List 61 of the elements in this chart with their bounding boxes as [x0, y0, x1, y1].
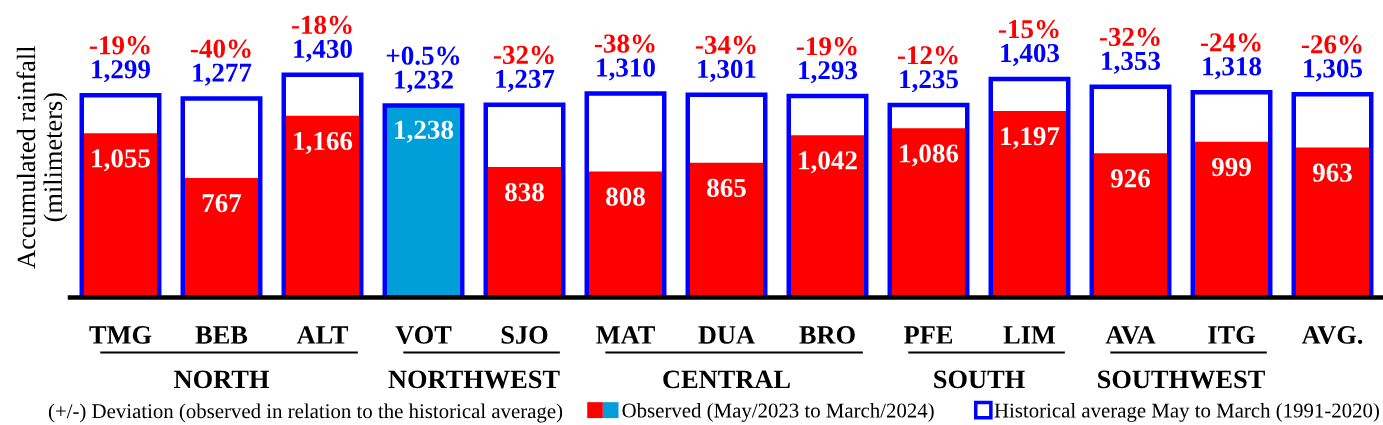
data-label: 1,235 [900, 70, 958, 93]
data-label: 1,301 [698, 59, 756, 83]
annotation: -40% [190, 39, 251, 58]
data-label: 1,086 [900, 144, 959, 167]
x-tick-label: LIM [1003, 326, 1056, 344]
data-label: 1,042 [799, 151, 857, 174]
data-label: 1,310 [597, 58, 655, 81]
x-tick-label: AVA [1105, 326, 1156, 344]
text: NORTHWEST [388, 370, 560, 389]
annotation: -34% [695, 35, 756, 55]
data-label: 1,403 [1001, 43, 1060, 67]
data-label: 1,305 [1304, 59, 1362, 82]
annotation: +0.5% [386, 46, 460, 65]
x-tick-label: PFE [904, 326, 953, 344]
x-tick-label: BRO [799, 326, 855, 344]
data-label: 1,293 [799, 61, 858, 84]
x-tick-label: MAT [596, 326, 655, 344]
x-tick-label: SJO [501, 326, 548, 344]
annotation: -12% [897, 46, 958, 65]
data-label: 808 [606, 187, 645, 206]
annotation: -26% [1301, 35, 1362, 54]
x-tick-label: DUA [698, 326, 755, 344]
data-label: 1,197 [1001, 127, 1060, 150]
data-label: 1,232 [395, 70, 453, 93]
data-label: 1,277 [193, 63, 252, 86]
text: CENTRAL [663, 370, 790, 389]
annotation: -18% [291, 15, 352, 35]
annotation: -15% [998, 19, 1059, 39]
annotation: -19% [796, 37, 857, 56]
data-label: 1,237 [496, 69, 555, 92]
data-label: 865 [707, 178, 746, 198]
text: NORTH [174, 370, 269, 389]
text: SOUTHWEST [1098, 370, 1265, 389]
legend-label: Observed (May/2023 to March/2024) [622, 402, 934, 422]
annotation: -19% [89, 36, 150, 55]
annotation: -24% [1200, 33, 1261, 52]
x-tick-label: ALT [296, 326, 349, 344]
annotation: -32% [1099, 27, 1160, 47]
text: SOUTH [934, 370, 1025, 389]
data-label: 1,238 [395, 120, 454, 143]
data-label: 1,318 [1203, 57, 1262, 80]
data-label: 1,055 [92, 149, 150, 172]
x-tick-label: AVG. [1301, 326, 1363, 344]
data-label: 999 [1211, 157, 1251, 177]
legend-label: Historical average May to March (1991-2020) [994, 402, 1379, 422]
data-label: 1,430 [294, 39, 352, 62]
x-tick-label: TMG [89, 326, 152, 344]
data-label: 838 [505, 182, 544, 202]
text: (+/-) Deviation (observed in relation to the historical average) [48, 403, 563, 423]
data-label: 1,353 [1102, 51, 1161, 74]
annotation: -32% [493, 45, 554, 65]
x-tick-label: BEB [195, 326, 248, 344]
data-label: 1,299 [92, 60, 150, 83]
x-tick-label: ITG [1208, 326, 1255, 344]
y-axis-title: Accumulated rainfall (milimeters) [16, 45, 68, 269]
annotation: -38% [594, 34, 655, 53]
data-label: 963 [1312, 163, 1352, 182]
data-label: 926 [1110, 169, 1151, 188]
x-tick-label: VOT [395, 326, 452, 344]
data-label: 1,166 [294, 131, 353, 155]
data-label: 767 [202, 194, 242, 213]
